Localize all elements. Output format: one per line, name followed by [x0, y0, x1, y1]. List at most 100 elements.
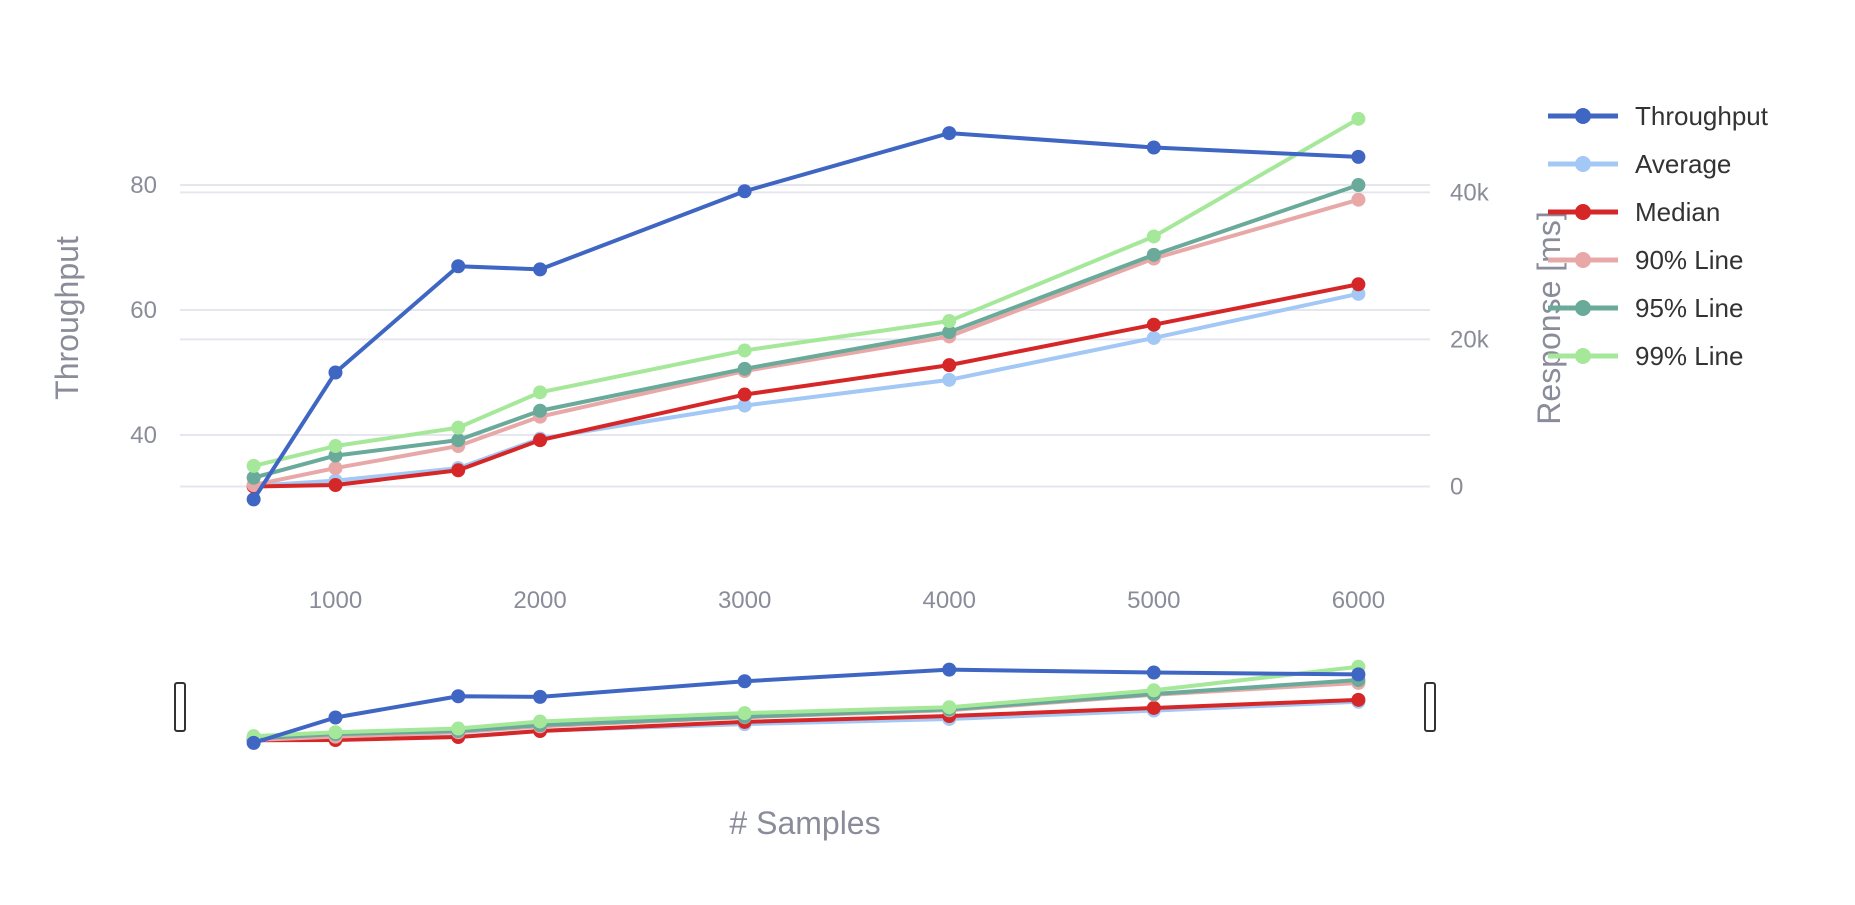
data-point-90pct-line-6000[interactable]: [1351, 192, 1366, 207]
legend-item-95pct-line[interactable]: 95% Line: [1548, 293, 1743, 323]
range-slider-left-handle[interactable]: [174, 682, 186, 732]
mini-data-point-throughput-4000: [942, 662, 957, 677]
data-point-95pct-line-5000[interactable]: [1146, 247, 1161, 262]
legend-label: 95% Line: [1635, 293, 1743, 323]
data-point-throughput-600[interactable]: [246, 492, 261, 507]
mini-data-point-throughput-1000: [328, 710, 343, 725]
x-axis-title: # Samples: [729, 805, 880, 841]
data-point-median-2000[interactable]: [533, 433, 548, 448]
series-line-90pct-line: [253, 197, 1359, 487]
mini-series-median: [246, 692, 1366, 748]
data-point-99pct-line-6000[interactable]: [1351, 111, 1366, 126]
data-point-average-5000[interactable]: [1146, 330, 1161, 345]
gridlines: [180, 184, 1430, 488]
series-line-average: [253, 291, 1359, 488]
mini-data-point-throughput-600: [246, 735, 261, 750]
x-tick-label: 1000: [309, 587, 362, 614]
mini-series-line-99pct-line: [253, 664, 1359, 739]
right-y-axis-title: Response [ms]: [1531, 211, 1567, 424]
range-slider-preview: [246, 659, 1366, 750]
data-point-average-4000[interactable]: [942, 372, 957, 387]
mini-data-point-median-5000: [1146, 700, 1161, 715]
data-point-90pct-line-1000[interactable]: [328, 461, 343, 476]
right-y-tick-label: 0: [1450, 473, 1463, 500]
data-point-median-1000[interactable]: [328, 478, 343, 492]
mini-data-point-median-6000: [1351, 692, 1366, 707]
data-point-95pct-line-3000[interactable]: [737, 361, 752, 376]
x-tick-label: 3000: [718, 587, 771, 614]
right-y-tick-label: 40k: [1450, 179, 1490, 206]
legend-swatch-marker: [1575, 156, 1591, 172]
series-99pct-line: [246, 111, 1366, 473]
left-y-tick-label: 60: [130, 297, 157, 324]
legend-item-throughput[interactable]: Throughput: [1548, 101, 1769, 131]
mini-series-line-median: [253, 697, 1359, 743]
data-point-throughput-2000[interactable]: [533, 262, 548, 277]
left-y-tick-label: 40: [130, 422, 157, 449]
right-y-tick-label: 20k: [1450, 326, 1490, 353]
legend-label: 99% Line: [1635, 341, 1743, 371]
mini-data-point-99pct-line-1000: [328, 725, 343, 740]
legend-label: 90% Line: [1635, 245, 1743, 275]
mini-data-point-99pct-line-5000: [1146, 683, 1161, 698]
data-point-median-3000[interactable]: [737, 387, 752, 402]
left-y-tick-label: 80: [130, 172, 157, 199]
data-point-median-4000[interactable]: [942, 358, 957, 373]
data-point-median-5000[interactable]: [1146, 317, 1161, 332]
data-point-99pct-line-3000[interactable]: [737, 343, 752, 358]
data-point-average-3000[interactable]: [737, 398, 752, 413]
series-line-99pct-line: [253, 117, 1360, 468]
data-point-99pct-line-5000[interactable]: [1146, 229, 1161, 244]
x-axis-ticks: 1000 2000 3000 4000 5000 6000: [309, 587, 1385, 614]
x-tick-label: 4000: [923, 587, 976, 614]
data-point-throughput-5000[interactable]: [1146, 140, 1161, 155]
data-point-99pct-line-600[interactable]: [246, 458, 261, 473]
series-plot: [246, 111, 1366, 507]
data-point-throughput-4000[interactable]: [942, 126, 957, 141]
data-point-throughput-1000[interactable]: [328, 365, 343, 380]
data-point-median-6000[interactable]: [1351, 277, 1366, 292]
data-point-95pct-line-2000[interactable]: [533, 403, 548, 418]
x-tick-label: 2000: [513, 587, 566, 614]
legend-label: Average: [1635, 149, 1731, 179]
mini-data-point-throughput-6000: [1351, 667, 1366, 682]
mini-data-point-99pct-line-2000: [533, 714, 548, 729]
legend-swatch-marker: [1575, 348, 1591, 364]
range-slider[interactable]: [174, 659, 1436, 750]
left-y-axis-title: Throughput: [49, 236, 85, 400]
data-point-throughput-1600[interactable]: [451, 259, 466, 274]
mini-data-point-throughput-1600: [451, 689, 466, 704]
legend-label: Throughput: [1635, 101, 1769, 131]
range-slider-right-handle[interactable]: [1424, 682, 1436, 732]
data-point-95pct-line-4000[interactable]: [942, 325, 957, 340]
series-throughput: [246, 126, 1366, 507]
mini-series-throughput: [246, 662, 1366, 750]
mini-series-line-95pct-line: [253, 678, 1359, 741]
data-point-95pct-line-6000[interactable]: [1351, 178, 1366, 192]
x-tick-label: 5000: [1127, 587, 1180, 614]
mini-data-point-99pct-line-4000: [942, 700, 957, 715]
legend-item-99pct-line[interactable]: 99% Line: [1548, 341, 1743, 371]
data-point-95pct-line-600[interactable]: [246, 470, 261, 485]
data-point-throughput-3000[interactable]: [737, 184, 752, 199]
mini-data-point-throughput-3000: [737, 674, 752, 689]
series-line-throughput: [251, 131, 1359, 501]
legend-item-average[interactable]: Average: [1548, 149, 1731, 179]
mini-data-point-99pct-line-1600: [451, 721, 466, 736]
x-tick-label: 6000: [1332, 587, 1385, 614]
left-y-axis-ticks: 40 60 80: [130, 172, 157, 449]
data-point-99pct-line-1600[interactable]: [451, 420, 466, 435]
data-point-95pct-line-1600[interactable]: [451, 433, 466, 448]
legend-item-90pct-line[interactable]: 90% Line: [1548, 245, 1743, 275]
data-point-99pct-line-2000[interactable]: [533, 385, 548, 400]
legend-swatch-marker: [1575, 108, 1591, 124]
right-y-axis-ticks: 0 20k 40k: [1450, 179, 1490, 500]
data-point-99pct-line-1000[interactable]: [328, 439, 343, 454]
data-point-median-1600[interactable]: [451, 463, 466, 478]
legend-swatch-marker: [1575, 300, 1591, 316]
data-point-throughput-6000[interactable]: [1351, 149, 1366, 164]
series-95pct-line: [246, 178, 1366, 485]
legend-item-median[interactable]: Median: [1548, 197, 1720, 227]
data-point-99pct-line-4000[interactable]: [942, 314, 957, 329]
